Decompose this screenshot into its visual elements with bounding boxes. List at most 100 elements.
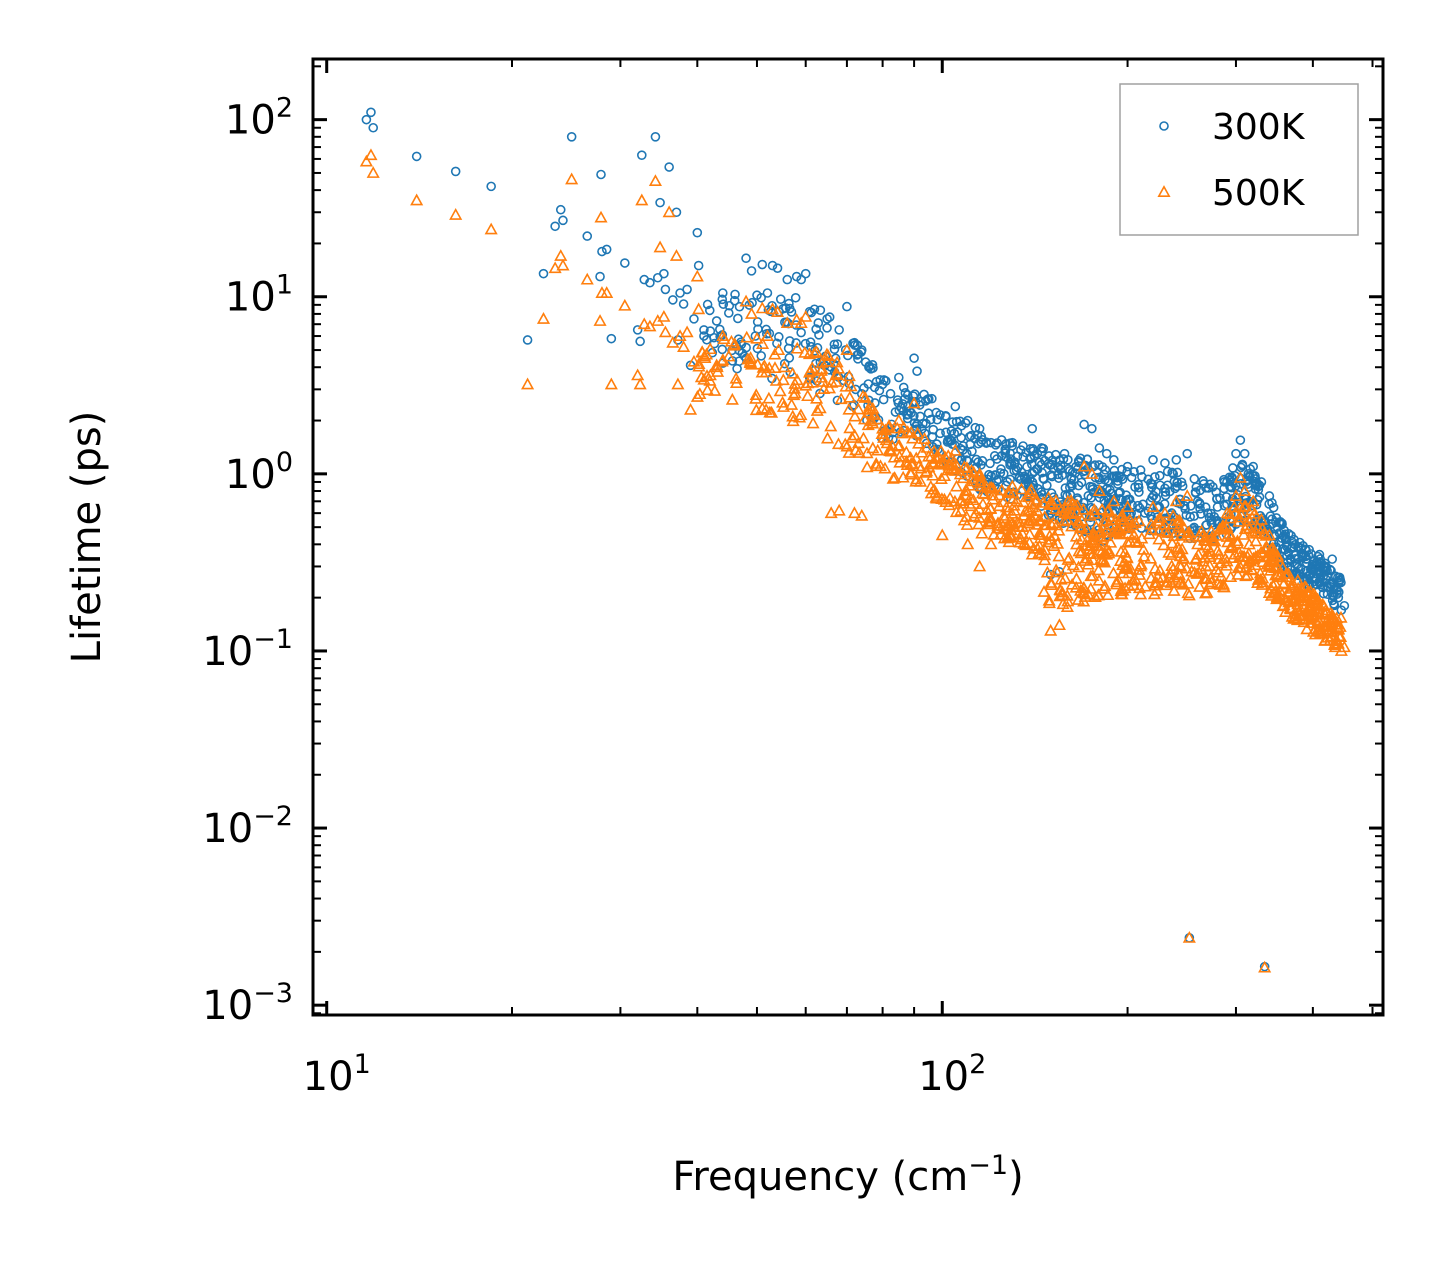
data-point-300k: [1269, 531, 1280, 542]
data-point-300k: [1283, 529, 1294, 539]
data-point-500k: [1084, 569, 1098, 582]
data-point-300k: [1000, 448, 1010, 458]
data-point-300k: [878, 394, 889, 405]
data-point-500k: [1269, 568, 1283, 581]
data-point-300k: [1237, 459, 1248, 470]
legend-label-500k: 500K: [1212, 173, 1306, 214]
data-point-500k: [1312, 598, 1327, 611]
data-point-500k: [1026, 500, 1040, 513]
data-point-500k: [984, 537, 998, 550]
data-point-300k: [941, 411, 951, 422]
data-point-300k: [1201, 483, 1211, 493]
data-point-500k: [1231, 567, 1245, 580]
legend-marker-shape: [1159, 121, 1169, 131]
data-point-300k: [1135, 503, 1145, 513]
data-point-500k: [1337, 640, 1351, 653]
data-point-300k: [1235, 478, 1246, 489]
data-point-500k: [565, 172, 579, 185]
data-point-500k: [1053, 589, 1067, 602]
data-point-300k: [637, 150, 647, 160]
data-point-500k: [1216, 577, 1230, 590]
tick-labels-layer: 101 102 10−3 10−2 10−1 100 101 102: [202, 93, 986, 1100]
data-point-500k: [1220, 558, 1234, 571]
data-point-500k: [1277, 576, 1291, 589]
data-point-300k: [1222, 477, 1232, 487]
data-point-500k: [1057, 506, 1072, 519]
data-point-300k: [986, 437, 996, 448]
data-point-500k: [1057, 514, 1071, 527]
data-point-300k: [912, 366, 922, 376]
data-point-500k: [1217, 580, 1231, 593]
data-point-300k: [1018, 452, 1028, 462]
data-point-300k: [1137, 471, 1147, 482]
data-point-300k: [746, 266, 757, 276]
data-point-500k: [1233, 470, 1247, 483]
data-point-500k: [790, 341, 804, 354]
data-point-500k: [1167, 584, 1181, 596]
data-point-500k: [1147, 587, 1161, 600]
data-point-500k: [666, 335, 680, 348]
data-point-500k: [728, 337, 742, 350]
data-point-500k: [725, 392, 739, 405]
data-point-500k: [1145, 522, 1159, 535]
data-point-300k: [635, 336, 645, 347]
data-point-500k: [637, 317, 651, 330]
data-point-300k: [923, 408, 934, 419]
data-point-300k: [1109, 455, 1119, 465]
data-point-500k: [1095, 532, 1109, 545]
data-point-300k: [1162, 466, 1173, 477]
data-point-500k: [757, 359, 771, 372]
data-point-300k: [767, 260, 778, 271]
data-point-500k: [963, 491, 977, 504]
data-point-500k: [921, 449, 936, 462]
data-point-300k: [1126, 472, 1137, 483]
data-point-300k: [655, 197, 665, 208]
data-point-500k: [364, 148, 378, 161]
data-point-300k: [368, 122, 379, 133]
data-point-500k: [856, 389, 870, 402]
data-point-500k: [834, 392, 848, 405]
data-point-500k: [1246, 494, 1260, 507]
data-point-300k: [800, 268, 811, 279]
data-point-500k: [810, 404, 824, 416]
data-point-300k: [689, 314, 699, 324]
data-point-500k: [962, 496, 976, 509]
data-point-300k: [1012, 451, 1023, 462]
legend-marker-300k: [1159, 121, 1169, 131]
data-point-300k: [1151, 493, 1162, 503]
data-point-500k: [820, 354, 834, 367]
data-point-500k: [690, 269, 704, 282]
data-point-500k: [1191, 537, 1205, 550]
data-point-300k: [1160, 458, 1170, 468]
data-point-500k: [1238, 484, 1252, 496]
data-point-300k: [909, 353, 919, 363]
data-point-500k: [909, 451, 923, 464]
data-point-300k: [1018, 441, 1028, 451]
data-point-500k: [697, 349, 712, 362]
data-point-300k: [1097, 462, 1108, 472]
data-point-500k: [1251, 548, 1265, 561]
data-point-500k: [848, 409, 862, 422]
data-point-300k: [1315, 554, 1326, 564]
data-point-300k: [1277, 519, 1287, 530]
data-point-500k: [1197, 571, 1211, 584]
data-point-300k: [1135, 465, 1146, 475]
data-point-300k: [990, 470, 1001, 480]
data-point-500k: [913, 474, 928, 487]
data-point-500k: [1177, 521, 1191, 534]
x-tick-label: 101: [303, 1049, 371, 1100]
data-point-500k: [807, 346, 822, 359]
data-point-500k: [1177, 552, 1191, 564]
data-point-500k: [1137, 549, 1151, 562]
data-point-300k: [730, 289, 740, 300]
data-point-500k: [1307, 587, 1321, 600]
data-point-500k: [600, 286, 614, 298]
data-point-300k: [729, 295, 740, 306]
data-point-500k: [960, 510, 974, 522]
data-point-500k: [729, 376, 744, 389]
data-point-300k: [1215, 493, 1225, 503]
data-point-500k: [776, 373, 790, 386]
data-point-500k: [862, 402, 876, 415]
data-point-300k: [741, 253, 751, 264]
